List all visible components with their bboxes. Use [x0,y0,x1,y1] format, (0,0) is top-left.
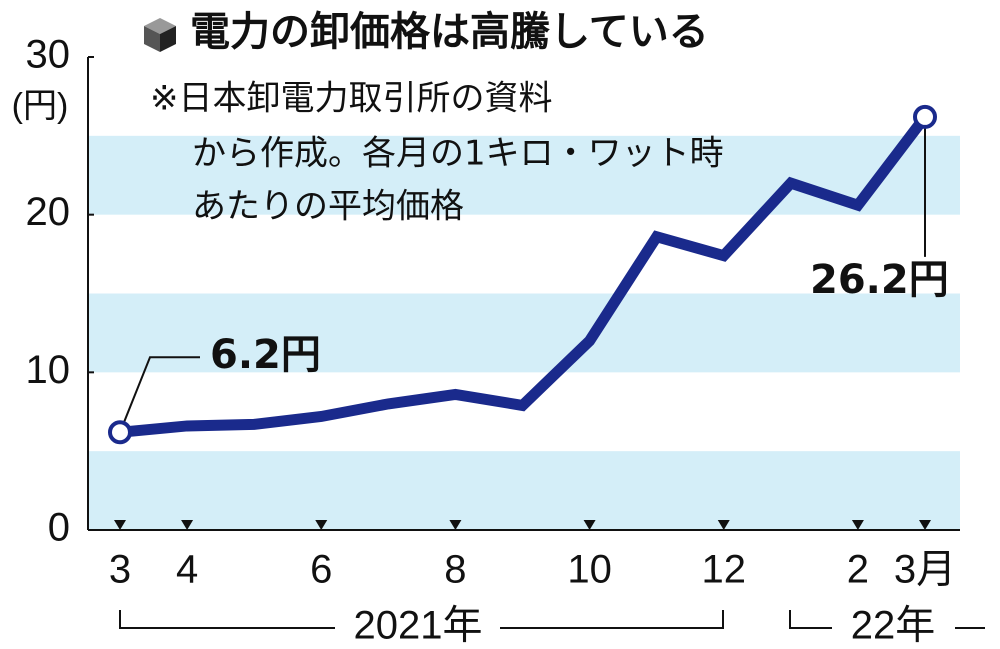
note: ※日本卸電力取引所の資料 [150,79,553,119]
x-tick [315,520,328,530]
value-label: 26.2円 [810,257,949,303]
x-tick-label: 3月 [894,548,956,592]
point [913,104,937,129]
year-label: 22年 [851,604,936,648]
y-tick-label: 0 [48,506,70,550]
year-label: 2021年 [354,604,483,648]
x-tick [583,520,596,530]
y-tick-label: 30 [26,33,71,77]
x-tick-label: 8 [444,548,466,592]
x-tick-label: 3 [109,548,131,592]
leader-line [119,356,200,433]
band [88,293,960,373]
title-icon [144,18,176,52]
point [108,420,132,445]
x-tick [717,520,730,530]
band [88,135,960,215]
chart-title: 電力の卸価格は高騰している [190,9,709,55]
note: あたりの平均価格 [192,187,464,227]
x-tick [449,520,462,530]
x-tick-label: 6 [310,548,332,592]
value-label: 6.2円 [210,332,321,378]
x-tick [114,520,126,530]
y-tick-label: 10 [26,348,71,392]
y-tick-label: 20 [26,190,71,234]
year-brackets [119,610,985,629]
band [88,451,960,530]
x-tick-label: 10 [567,548,612,592]
y-axis-label: (円) [12,87,69,125]
line [119,113,930,438]
x-tick-label: 2 [847,548,869,592]
note: から作成。各月の1キロ・ワット時 [192,134,724,174]
x-tick-label: 4 [176,548,198,592]
x-tick [919,520,931,530]
x-tick [181,520,194,530]
x-tick [851,520,864,530]
plot-background [88,135,960,530]
x-tick-label: 12 [702,548,747,592]
